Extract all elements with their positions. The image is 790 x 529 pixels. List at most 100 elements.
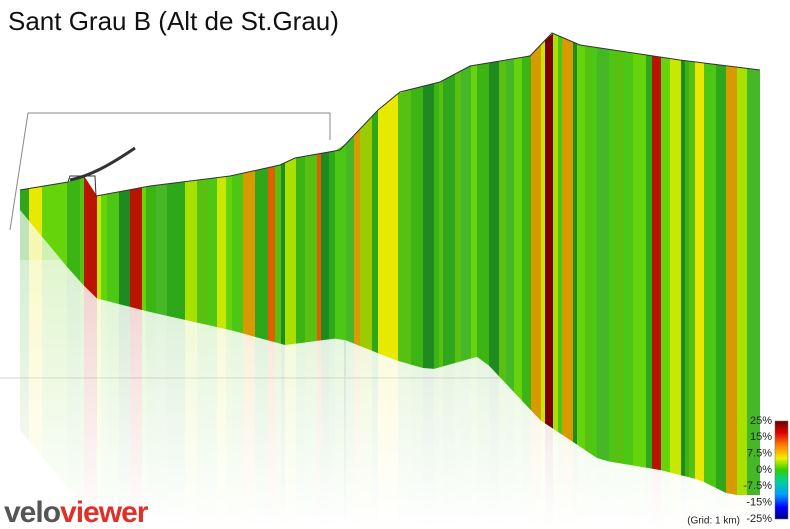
wall-segment (372, 110, 378, 354)
wall-segment (577, 43, 585, 450)
wall-segment (681, 60, 685, 477)
wall-segment (208, 177, 217, 328)
wall-segment (704, 63, 716, 488)
wall-segment (541, 40, 545, 424)
wall-segment (42, 184, 54, 252)
wall-segment (747, 68, 760, 495)
wall-segment (385, 93, 398, 361)
wall-segment (624, 51, 628, 465)
wall-segment (545, 33, 553, 429)
wall-segment (20, 188, 29, 221)
wall-segment (506, 58, 514, 393)
wall-segment (531, 44, 541, 421)
wall-segment (217, 176, 226, 330)
legend-label: 25% (750, 415, 772, 427)
wall-segment (609, 49, 614, 463)
wall-segment (646, 54, 652, 469)
wall-segment (321, 151, 329, 341)
wall-segment (232, 173, 243, 334)
wall-segment (614, 50, 624, 464)
wall-segment (329, 150, 335, 340)
wall-segment (670, 58, 681, 476)
wall-segment (573, 42, 577, 445)
wall-segment (281, 162, 285, 345)
legend-label: -25% (746, 513, 772, 525)
wall-segment (455, 70, 461, 364)
legend-label: -7.5% (743, 480, 772, 492)
wall-segment (354, 128, 360, 346)
wall-segment (185, 180, 197, 323)
wall-segment (119, 189, 130, 307)
wall-segment (378, 104, 385, 356)
wall-segment (346, 135, 354, 344)
wall-segment (226, 175, 232, 331)
wall-segment (305, 154, 317, 343)
wall-segment (335, 143, 346, 341)
wall-segment (628, 52, 633, 466)
wall-segment (107, 191, 119, 305)
wall-segment (80, 176, 84, 286)
wall-segment (84, 176, 97, 299)
wall-segment (398, 89, 411, 365)
wall-segment (562, 37, 573, 443)
wall-segment (29, 186, 42, 237)
wall-segment (156, 183, 167, 316)
legend-label: 15% (750, 431, 772, 443)
wall-segment (514, 57, 522, 401)
profile-wall (19, 32, 761, 495)
wall-segment (685, 60, 689, 478)
legend-label: 0% (756, 464, 772, 476)
wall-segment (652, 55, 661, 471)
wall-segment (142, 186, 146, 311)
wall-segment (689, 61, 695, 479)
wall-outline (19, 32, 761, 197)
wall-segment (285, 157, 296, 345)
grid-line (9, 112, 331, 231)
wall-segment (558, 35, 562, 435)
wall-segment (590, 46, 597, 458)
grid-note: (Grid: 1 km) (687, 516, 740, 527)
wall-segment (633, 52, 646, 468)
wall-segment (597, 47, 609, 462)
wall-segment (101, 193, 107, 302)
wall-segment (585, 45, 590, 454)
wall-segment (54, 182, 67, 267)
wall-segment (167, 182, 176, 318)
wall-segment (255, 167, 268, 341)
wall-segment (461, 65, 471, 362)
wall-segment (268, 166, 275, 343)
wall-segment (67, 176, 80, 282)
wall-segment (197, 178, 208, 326)
wall-segment (716, 64, 726, 493)
title: Sant Grau B (Alt de St.Grau) (8, 6, 339, 36)
wall-segment (737, 67, 747, 495)
wall-segment (130, 187, 142, 310)
legend-label: 7.5% (747, 448, 772, 460)
wall-segment (489, 61, 499, 377)
wall-segment (471, 64, 477, 359)
legend-label: -15% (746, 497, 772, 509)
wall-segment (477, 62, 489, 366)
color-scale (774, 420, 789, 520)
wall-segment (726, 65, 737, 495)
wall-segment (553, 33, 558, 433)
wall-segment (443, 74, 455, 367)
wall-segment (97, 195, 101, 300)
wall-segment (661, 57, 670, 473)
wall-segment (439, 80, 443, 368)
wall-segment (317, 153, 321, 341)
profile-tail (69, 146, 136, 182)
logo: veloviewer (4, 496, 149, 529)
wall-segment (411, 86, 423, 368)
logo-part: viewer (60, 496, 149, 529)
legend: 25% 15% 7.5% 0% -7.5% -15% -25% (743, 415, 772, 525)
wall-segment (176, 181, 185, 320)
wall-segment (146, 185, 156, 314)
wall-segment (434, 82, 439, 369)
wall-segment (360, 116, 372, 351)
wall-segment (423, 83, 434, 369)
wall-segment (296, 156, 305, 344)
wall-segment (275, 164, 281, 344)
